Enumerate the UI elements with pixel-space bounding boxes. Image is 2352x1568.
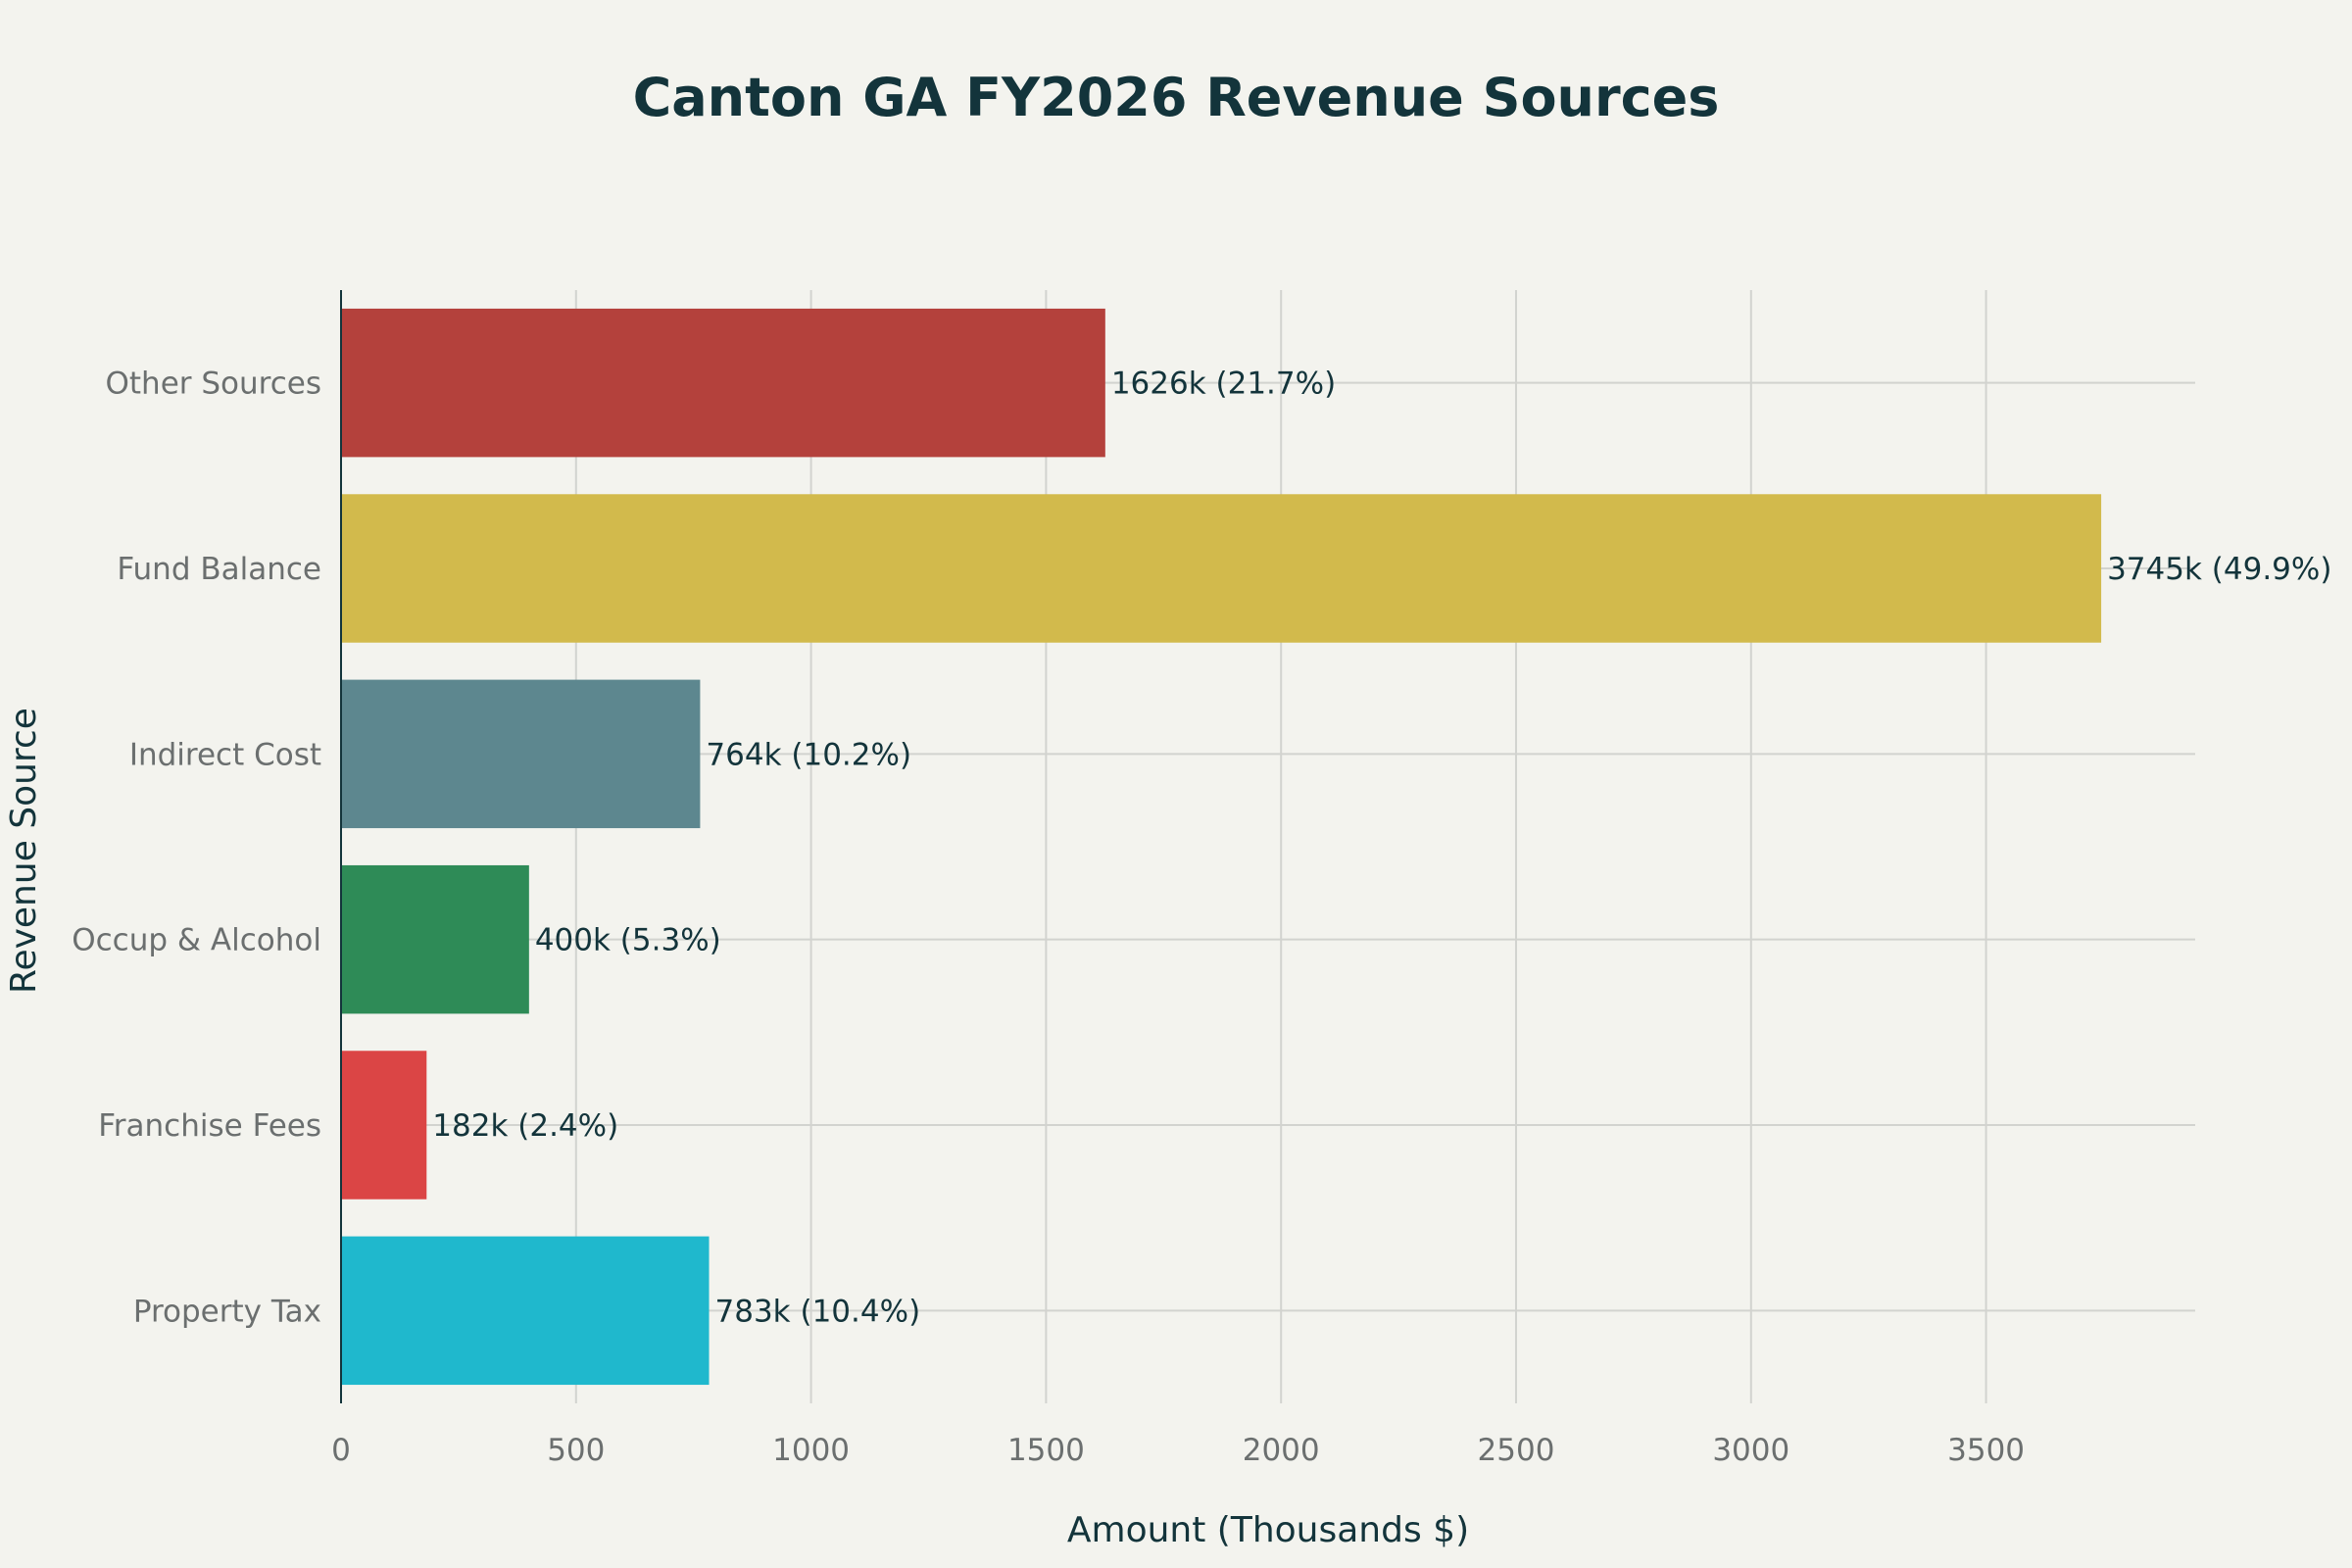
y-tick-label: Property Tax [133, 1294, 321, 1329]
x-tick-label: 2500 [1478, 1433, 1555, 1468]
x-tick-label: 0 [331, 1433, 351, 1468]
x-tick-label: 3500 [1947, 1433, 2025, 1468]
data-labels: 783k (10.4%) 182k (2.4%) 400k (5.3%) 764k (… [432, 367, 2331, 1330]
y-tick-label: Franchise Fees [98, 1108, 321, 1144]
x-tick-label: 3000 [1712, 1433, 1789, 1468]
x-axis-title: Amount (Thousands $) [1067, 1510, 1469, 1550]
x-tick-label: 500 [547, 1433, 605, 1468]
tick-labels: 0 500 1000 1500 2000 2500 3000 3500 Property Tax… [72, 367, 2025, 1468]
y-tick-label: Other Sources [106, 367, 322, 402]
bar-value-label: 783k (10.4%) [715, 1294, 921, 1329]
x-tick-label: 2000 [1243, 1433, 1320, 1468]
bar-value-label: 182k (2.4%) [432, 1108, 618, 1144]
bar-value-label: 3745k (49.9%) [2107, 552, 2331, 587]
y-tick-label: Indirect Cost [129, 737, 321, 772]
bar-occup-alcohol[interactable] [341, 864, 529, 1014]
bar-value-label: 1626k (21.7%) [1111, 367, 1336, 402]
y-tick-label: Fund Balance [117, 552, 321, 587]
chart-title: Canton GA FY2026 Revenue Sources [633, 67, 1720, 128]
bar-property-tax[interactable] [341, 1236, 710, 1386]
bar-other-sources[interactable] [341, 308, 1105, 458]
bar-fund-balance[interactable] [341, 494, 2102, 643]
y-axis-title: Revenue Source [4, 708, 44, 994]
x-tick-label: 1000 [772, 1433, 850, 1468]
bars [341, 308, 2102, 1386]
y-tick-label: Occup & Alcohol [72, 923, 321, 958]
bar-franchise-fees[interactable] [341, 1051, 427, 1200]
bar-indirect-cost[interactable] [341, 679, 701, 829]
bar-value-label: 400k (5.3%) [535, 923, 721, 958]
x-tick-label: 1500 [1007, 1433, 1085, 1468]
bar-value-label: 764k (10.2%) [706, 737, 911, 772]
